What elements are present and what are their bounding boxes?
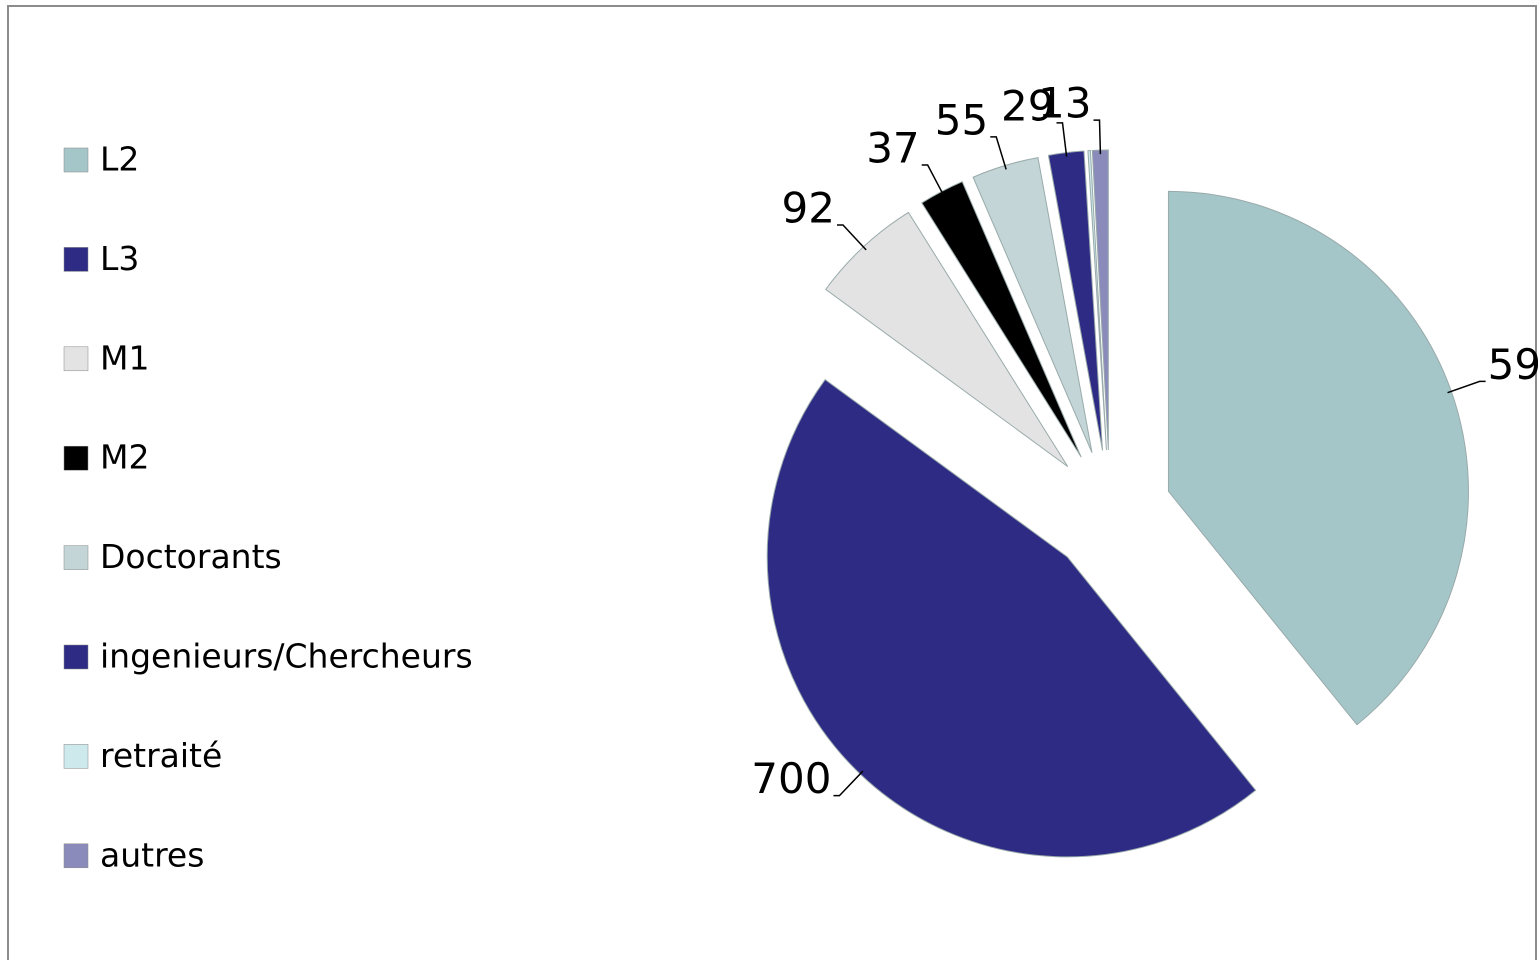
legend-swatch (63, 644, 89, 670)
legend-swatch (63, 247, 89, 272)
legend-swatch (63, 843, 89, 869)
legend-swatch (63, 445, 89, 471)
legend-label: L3 (100, 239, 139, 278)
data-label: 55 (935, 95, 988, 144)
legend-swatch (63, 545, 89, 570)
leader-line (921, 164, 945, 196)
leader-line (990, 136, 1007, 170)
legend-label: M1 (100, 338, 149, 377)
legend-label: Doctorants (100, 537, 282, 576)
data-label: 92 (782, 184, 835, 233)
legend-swatch (63, 346, 89, 372)
data-label: 37 (866, 123, 919, 172)
data-label: 598 (1488, 340, 1538, 389)
legend-label: M2 (100, 438, 149, 477)
leader-line (1056, 122, 1068, 157)
legend-label: ingenieurs/Chercheurs (100, 637, 473, 676)
leader-line (833, 770, 864, 797)
pie-slice (1087, 150, 1107, 451)
legend-label: L2 (100, 140, 139, 179)
data-label: 29 (1001, 81, 1054, 130)
leader-line (836, 224, 867, 251)
data-label: 13 (1038, 79, 1091, 128)
legend-label: retraité (100, 736, 222, 775)
data-label: 700 (751, 754, 831, 803)
legend-swatch (63, 744, 89, 769)
legend-swatch (63, 147, 89, 173)
leader-line (1093, 119, 1102, 155)
leader-line (1447, 380, 1486, 394)
legend-label: autres (100, 835, 204, 874)
